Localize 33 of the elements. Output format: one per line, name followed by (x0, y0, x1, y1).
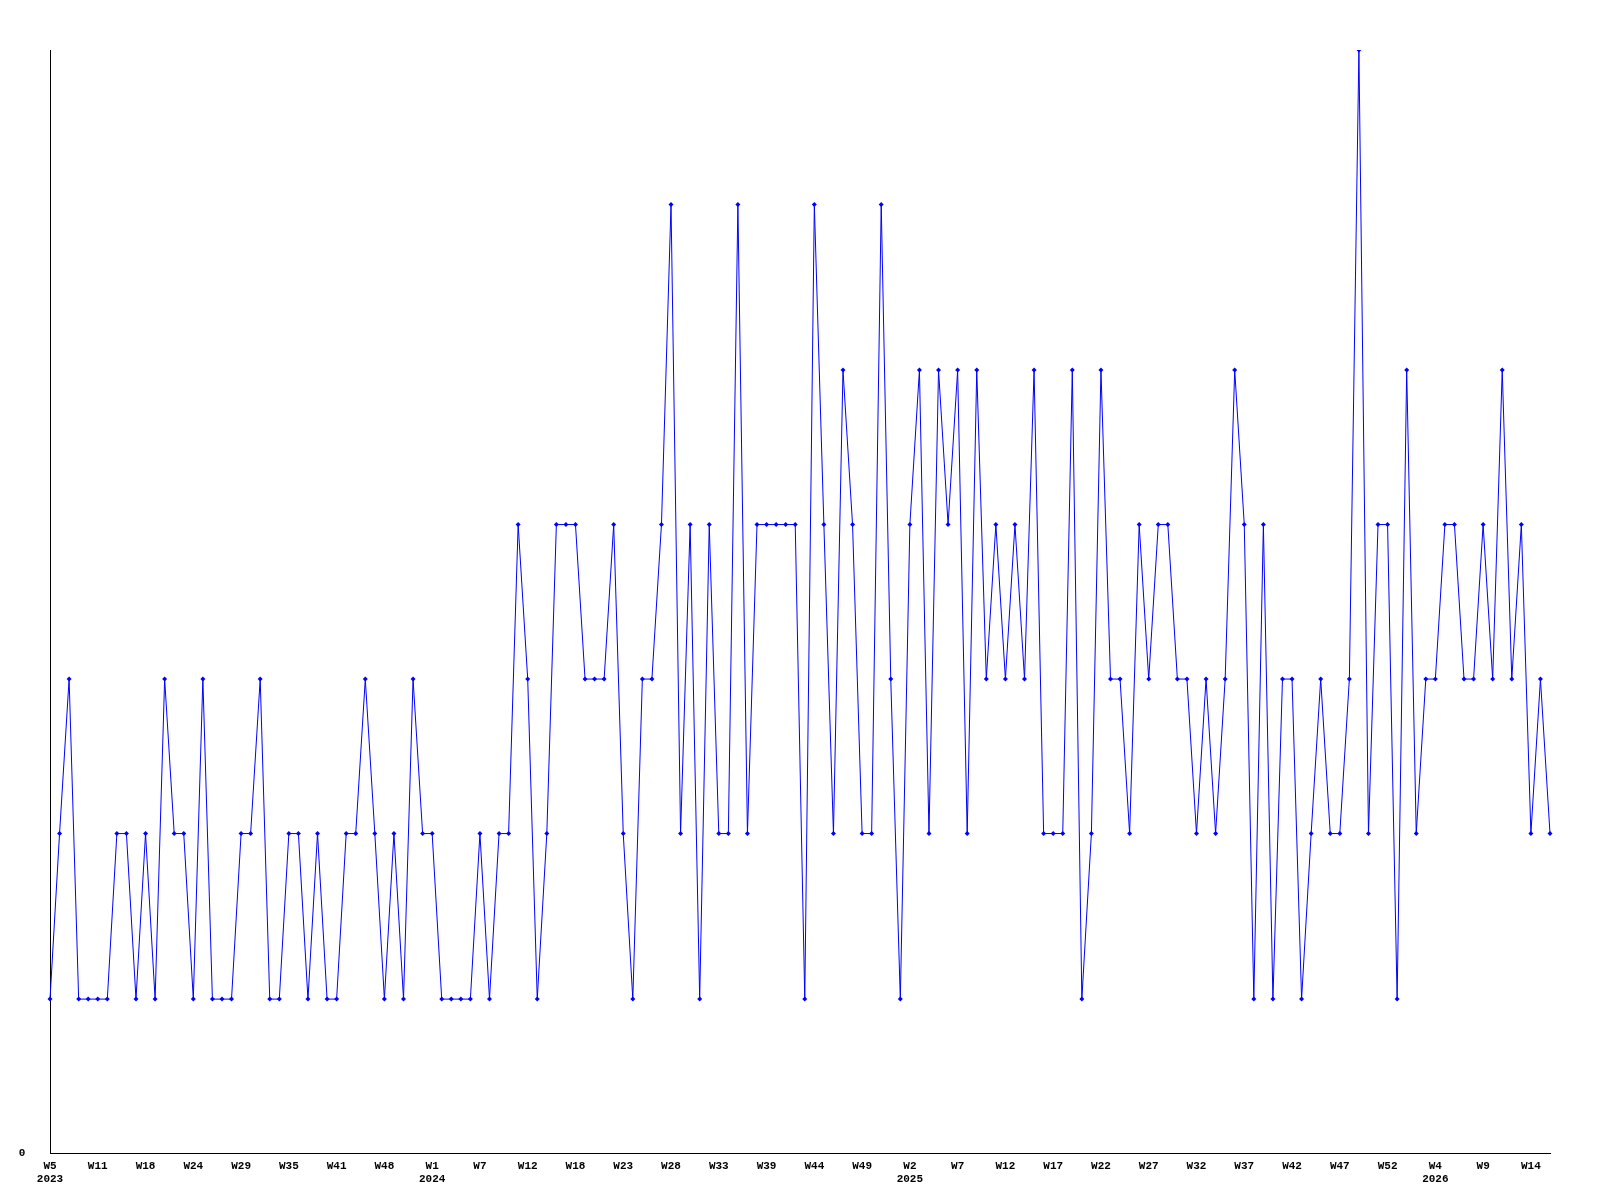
x-tick-label: W44 (804, 1159, 825, 1172)
x-tick-label: W27 (1138, 1159, 1159, 1172)
x-tick-label: W14 (1520, 1159, 1542, 1172)
x-tick-label: W42 (1282, 1159, 1302, 1172)
text: 0 (18, 1147, 26, 1160)
x-tick-label: W11 (87, 1159, 109, 1172)
x-tick-label: W41 (326, 1159, 347, 1172)
x-tick-label: W33 (708, 1159, 730, 1172)
x-tick-label: W17 (1043, 1159, 1064, 1172)
x-tick-label: W2 2025 (896, 1159, 924, 1186)
x-tick-label: W9 (1476, 1159, 1490, 1172)
x-tick-label: W29 (231, 1159, 251, 1172)
x-tick-label: W32 (1186, 1159, 1207, 1172)
x-tick-label: W18 (135, 1159, 156, 1172)
x-tick-label: W7 (951, 1159, 965, 1172)
x-tick-label: W23 (613, 1159, 634, 1172)
x-tick-label: W35 (278, 1159, 300, 1172)
x-tick-label: W37 (1234, 1159, 1255, 1172)
x-tick-label: W12 (517, 1159, 538, 1172)
x-tick-label: W22 (1091, 1159, 1111, 1172)
x-tick-label: W52 (1377, 1159, 1398, 1172)
x-tick-label: W18 (565, 1159, 586, 1172)
x-tick-label: W4 2026 (1422, 1159, 1449, 1186)
x-tick-label: W24 (183, 1159, 204, 1172)
x-tick-label: W48 (374, 1159, 395, 1172)
x-tick-label: W28 (661, 1159, 682, 1172)
x-tick-label: W47 (1329, 1159, 1350, 1172)
x-tick-label: W5 2023 (36, 1159, 64, 1186)
x-tick-label: W49 (852, 1159, 873, 1172)
x-tick-label: W1 2024 (418, 1159, 446, 1186)
x-tick-label: W7 (473, 1159, 487, 1172)
x-tick-label: W39 (756, 1159, 777, 1172)
x-tick-label: W12 (995, 1159, 1016, 1172)
